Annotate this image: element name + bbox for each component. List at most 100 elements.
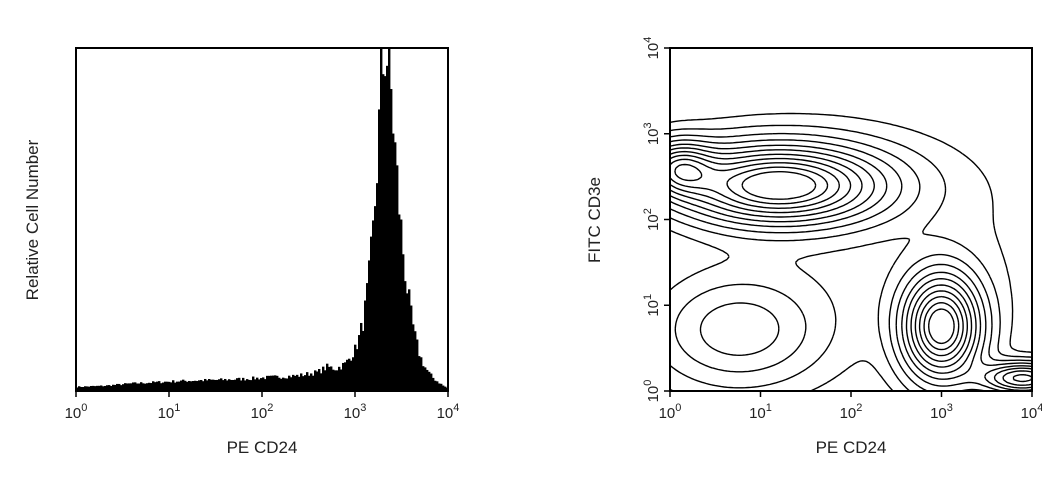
histogram-bar	[190, 381, 193, 391]
histogram-bar	[296, 374, 299, 391]
histogram-bar	[86, 386, 89, 391]
histogram-bar	[116, 383, 119, 391]
histogram-bar	[388, 48, 391, 391]
histogram-bar	[354, 344, 357, 391]
histogram-bar	[118, 383, 121, 391]
histogram-bar	[98, 385, 101, 391]
histogram-bar	[156, 381, 159, 391]
histogram-bar	[408, 289, 411, 391]
contour-line	[669, 147, 1033, 389]
histogram-x-tick-label: 104	[437, 402, 460, 422]
histogram-bar	[160, 383, 163, 391]
contour-line	[669, 158, 964, 357]
histogram-bar	[322, 366, 325, 391]
histogram-bar	[250, 380, 253, 391]
contour-x-tick-label: 104	[1021, 402, 1042, 422]
histogram-bar	[138, 383, 141, 391]
histogram-bar	[274, 375, 277, 391]
histogram-bar	[410, 305, 413, 391]
histogram-bar	[112, 384, 115, 391]
histogram-bar	[132, 382, 135, 391]
histogram-bar	[438, 383, 441, 391]
histogram-bar	[330, 366, 333, 391]
histogram-bar	[320, 373, 323, 391]
histogram-bar	[352, 357, 355, 391]
histogram-bar	[122, 384, 125, 391]
contour-y-tick-label: 101	[642, 294, 662, 317]
histogram-bar	[210, 379, 213, 391]
histogram-bar	[234, 379, 237, 391]
contour-line	[669, 143, 1033, 391]
histogram-bar	[158, 381, 161, 391]
histogram-bar	[434, 380, 437, 391]
contour-y-tick-label: 103	[642, 122, 662, 145]
histogram-bar	[150, 383, 153, 391]
histogram-bar	[424, 367, 427, 391]
histogram-bar	[342, 362, 345, 391]
histogram-bar	[432, 377, 435, 391]
contour-y-tick-label: 102	[642, 208, 662, 231]
histogram-bar	[140, 382, 143, 391]
histogram-panel: 100 101 102 103 104 PE CD24 Relative Cell Nu…	[8, 10, 490, 469]
histogram-bar	[412, 324, 415, 391]
histogram-bar	[128, 383, 131, 391]
contour-line	[669, 132, 1033, 392]
contour-y-tick-label: 100	[642, 380, 662, 403]
histogram-bar	[162, 382, 165, 391]
contour-y-axis-title: FITC CD3e	[585, 177, 604, 263]
histogram-bar	[226, 380, 229, 391]
histogram-bar	[298, 376, 301, 391]
histogram-bar	[364, 300, 367, 391]
histogram-bar	[106, 385, 109, 391]
histogram-bar	[78, 386, 81, 391]
histogram-bar	[254, 379, 257, 391]
histogram-bar	[260, 378, 263, 391]
histogram-bar	[272, 375, 275, 391]
histogram-bar	[310, 373, 313, 391]
histogram-bar	[382, 74, 385, 391]
histogram-bar	[312, 375, 315, 391]
contour-line	[669, 150, 1033, 386]
histogram-bar	[318, 369, 321, 391]
histogram-bar	[400, 219, 403, 391]
histogram-bar	[416, 339, 419, 391]
histogram-bar	[404, 281, 407, 391]
histogram-bar	[180, 380, 183, 391]
histogram-bar	[148, 382, 151, 391]
histogram-bar	[144, 383, 147, 391]
histogram-bar	[398, 214, 401, 391]
histogram-bar	[188, 380, 191, 391]
contour-line	[674, 163, 960, 351]
histogram-bar	[212, 379, 215, 391]
histogram-bar	[426, 369, 429, 391]
histogram-bar	[288, 375, 291, 391]
histogram-bar	[142, 383, 145, 391]
histogram-bar	[266, 375, 269, 391]
histogram-bar	[282, 377, 285, 391]
histogram-bar	[380, 48, 383, 391]
histogram-bar	[124, 383, 127, 391]
histogram-x-tick-label: 101	[158, 402, 181, 422]
histogram-bar	[80, 386, 83, 391]
histogram-bar	[350, 360, 353, 391]
histogram-bar	[292, 374, 295, 391]
contour-y-tick-label: 104	[642, 37, 662, 60]
contour-line	[669, 154, 1033, 383]
contour-panel: 100 101 102 103 104 100 101 102 103 104 PE CD24 …	[572, 10, 1042, 469]
contour-line	[669, 139, 1033, 392]
histogram-bar	[244, 380, 247, 391]
histogram-bar	[110, 386, 113, 391]
histogram-bar	[154, 382, 157, 391]
histogram-bar	[338, 366, 341, 391]
contour-line	[669, 124, 1033, 392]
histogram-x-tick-label: 100	[65, 402, 88, 422]
histogram-bar	[270, 375, 273, 391]
histogram-bar	[284, 378, 287, 391]
histogram-bar	[436, 381, 439, 391]
histogram-bar	[230, 379, 233, 391]
histogram-bar	[316, 371, 319, 391]
histogram-bar	[194, 380, 197, 391]
histogram-bar	[164, 381, 167, 391]
histogram-bar	[242, 377, 245, 391]
histogram-bar	[130, 383, 133, 391]
